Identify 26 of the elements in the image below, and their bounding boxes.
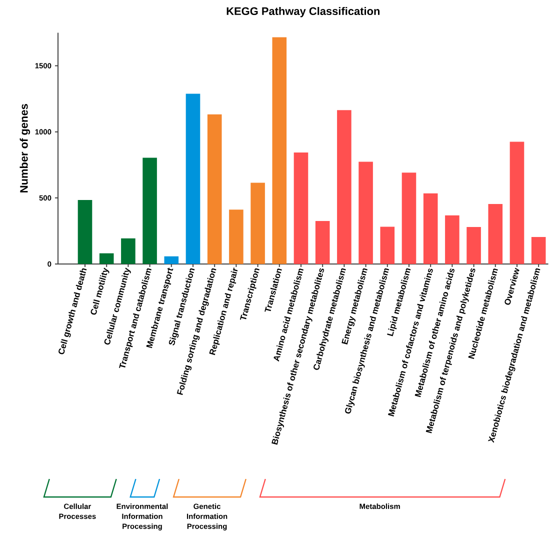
bar [142,158,157,264]
bar [510,142,524,264]
bar [488,204,503,264]
bar [466,226,481,264]
x-tick-label: Cell growth and death [58,268,87,354]
bar [272,37,287,264]
bar [121,238,136,264]
bar [531,237,546,264]
bar [186,94,200,264]
bar [250,182,265,264]
bar [294,152,308,264]
bar [99,253,114,264]
bar [229,210,244,264]
bar [207,114,222,264]
bar [358,162,373,264]
bar [380,226,395,264]
bar [423,193,438,264]
bar [402,172,416,264]
bar [337,110,352,264]
x-tick-label: Cell motility [90,268,110,315]
y-axis-title: Number of genes [20,104,30,192]
bar [315,221,330,264]
bar [445,215,460,264]
chart-title: KEGG Pathway Classification [226,6,380,18]
bar [78,200,92,264]
bar [164,256,179,264]
